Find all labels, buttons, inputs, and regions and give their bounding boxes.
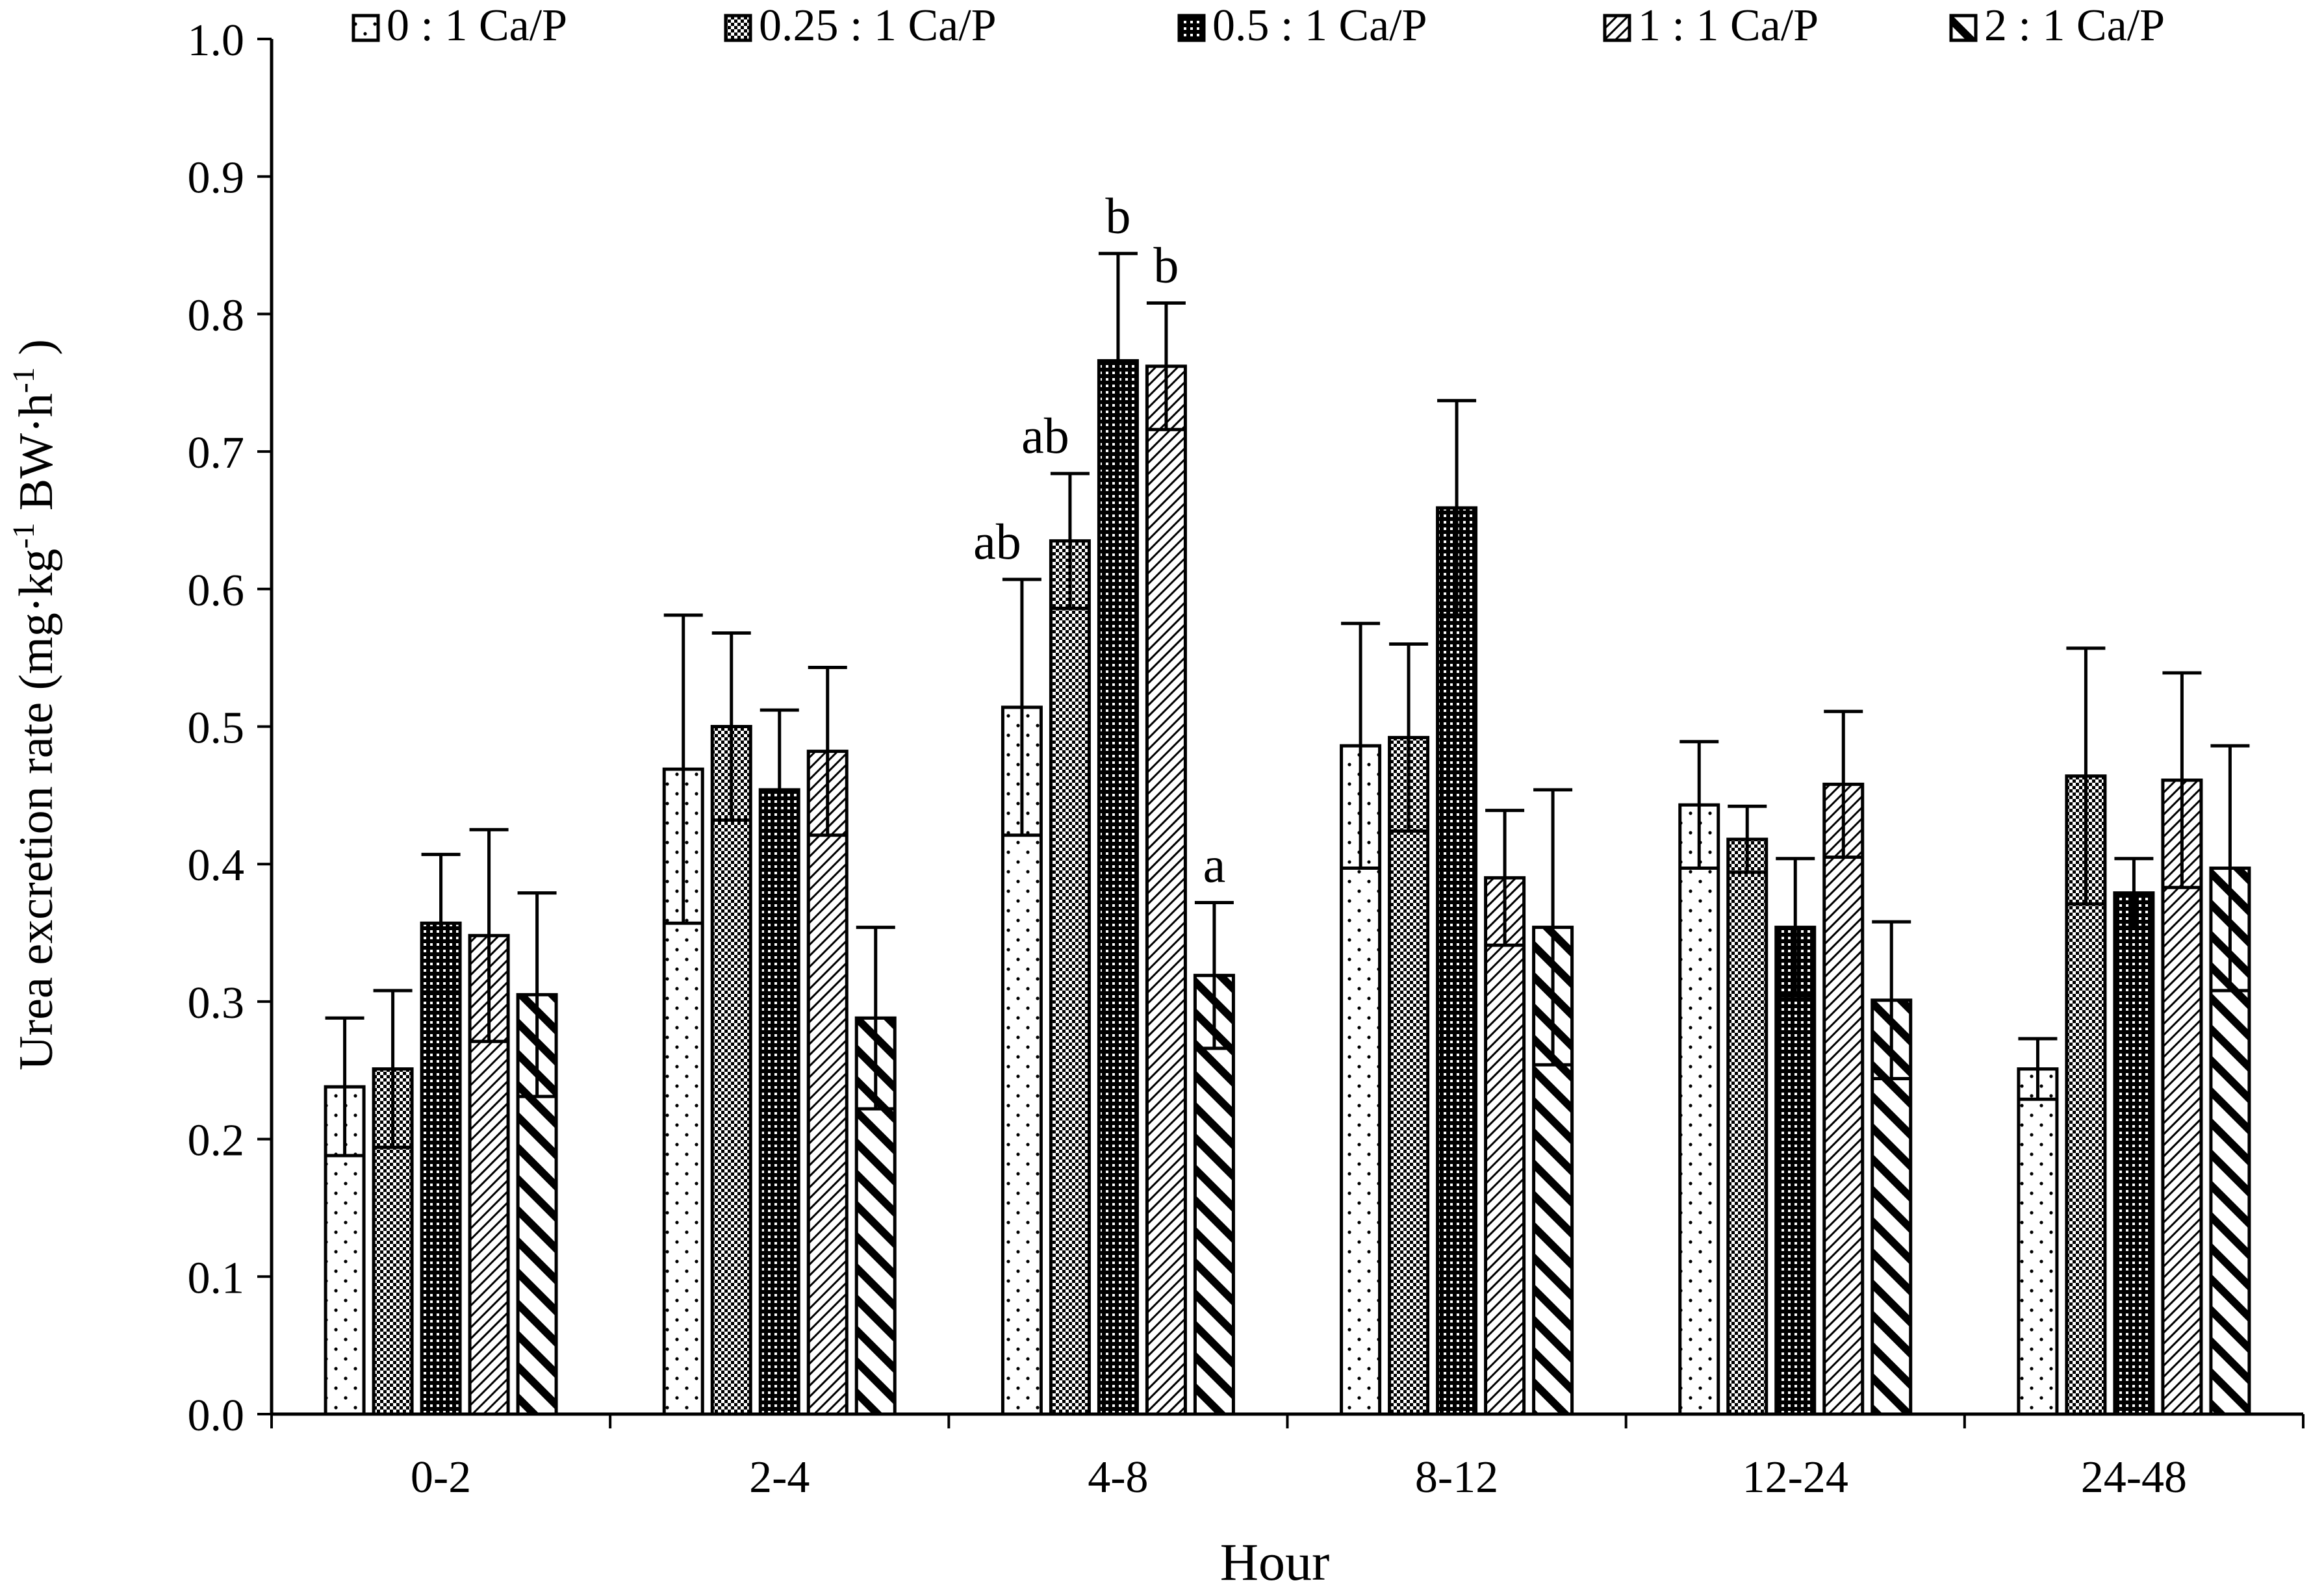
- y-axis-title: Urea excretion rate (mg·kg-1 BW·h-1 ): [6, 339, 63, 1070]
- bar: [1484, 876, 1526, 1416]
- legend-label: 0 : 1 Ca/P: [387, 1, 567, 51]
- bar: [1678, 803, 1720, 1416]
- significance-label: ab: [1021, 407, 1069, 464]
- significance-label: b: [1105, 187, 1130, 244]
- bar: [1436, 506, 1478, 1416]
- legend-item: 0.25 : 1 Ca/P: [724, 1, 997, 51]
- bar-series: [324, 359, 2251, 1416]
- bar: [1097, 359, 1139, 1416]
- bar: [420, 921, 462, 1416]
- error-bars: [325, 251, 2250, 1158]
- y-tick-label: 0.1: [188, 1253, 245, 1303]
- bar: [1145, 364, 1187, 1416]
- bar: [710, 725, 752, 1416]
- legend-item: 2 : 1 Ca/P: [1949, 1, 2165, 51]
- x-tick-label: 12-24: [1743, 1452, 1848, 1502]
- x-tick-label: 0-2: [411, 1452, 471, 1502]
- bar: [758, 788, 800, 1416]
- legend-swatch: [1177, 14, 1206, 42]
- y-tick-label: 0.6: [188, 566, 245, 616]
- y-tick-label: 0.8: [188, 290, 245, 340]
- x-tick-label: 2-4: [749, 1452, 810, 1502]
- axes: [270, 39, 2303, 1416]
- bar: [1822, 782, 1865, 1416]
- legend: 0 : 1 Ca/P 0.25 : 1 Ca/P 0.5 : 1 Ca/P 1 : 1…: [351, 1, 2165, 51]
- legend-label: 0.5 : 1 Ca/P: [1212, 1, 1427, 51]
- x-axis-ticks: 0-2 2-4 4-8 8-12 12-24 24-48: [270, 1414, 2305, 1502]
- bar: [1388, 735, 1430, 1416]
- bar: [1726, 837, 1768, 1416]
- legend-item: 1 : 1 Ca/P: [1603, 1, 1819, 51]
- legend-swatch: [1603, 14, 1631, 42]
- significance-label: a: [1203, 836, 1226, 893]
- legend-label: 1 : 1 Ca/P: [1638, 1, 1819, 51]
- bar: [2017, 1067, 2059, 1416]
- x-tick-label: 4-8: [1088, 1452, 1148, 1502]
- legend-swatch: [351, 14, 380, 42]
- significance-label: b: [1153, 236, 1179, 293]
- x-axis-title: Hour: [1220, 1532, 1330, 1591]
- x-tick-label: 24-48: [2081, 1452, 2187, 1502]
- legend-item: 0.5 : 1 Ca/P: [1177, 1, 1427, 51]
- legend-label: 0.25 : 1 Ca/P: [759, 1, 997, 51]
- bar: [1049, 539, 1091, 1416]
- bar: [806, 750, 849, 1416]
- legend-label: 2 : 1 Ca/P: [1984, 1, 2165, 51]
- y-tick-label: 0.9: [188, 153, 245, 203]
- significance-label: ab: [973, 513, 1021, 570]
- y-tick-label: 0.4: [188, 841, 245, 891]
- bar: [2113, 891, 2155, 1416]
- legend-swatch: [1949, 14, 1978, 42]
- y-tick-label: 0.5: [188, 703, 245, 754]
- legend-swatch: [724, 14, 752, 42]
- y-tick-label: 0.7: [188, 428, 245, 478]
- bar: [1774, 926, 1817, 1416]
- y-tick-label: 0.3: [188, 978, 245, 1028]
- y-tick-label: 0.0: [188, 1391, 245, 1441]
- y-tick-label: 1.0: [188, 16, 245, 66]
- legend-item: 0 : 1 Ca/P: [351, 1, 567, 51]
- y-axis-ticks: 0.0 0.1 0.2 0.3 0.4 0.5 0.6 0.7 0.8 0.9 1.0: [188, 16, 272, 1441]
- x-tick-label: 8-12: [1415, 1452, 1498, 1502]
- y-tick-label: 0.2: [188, 1116, 245, 1166]
